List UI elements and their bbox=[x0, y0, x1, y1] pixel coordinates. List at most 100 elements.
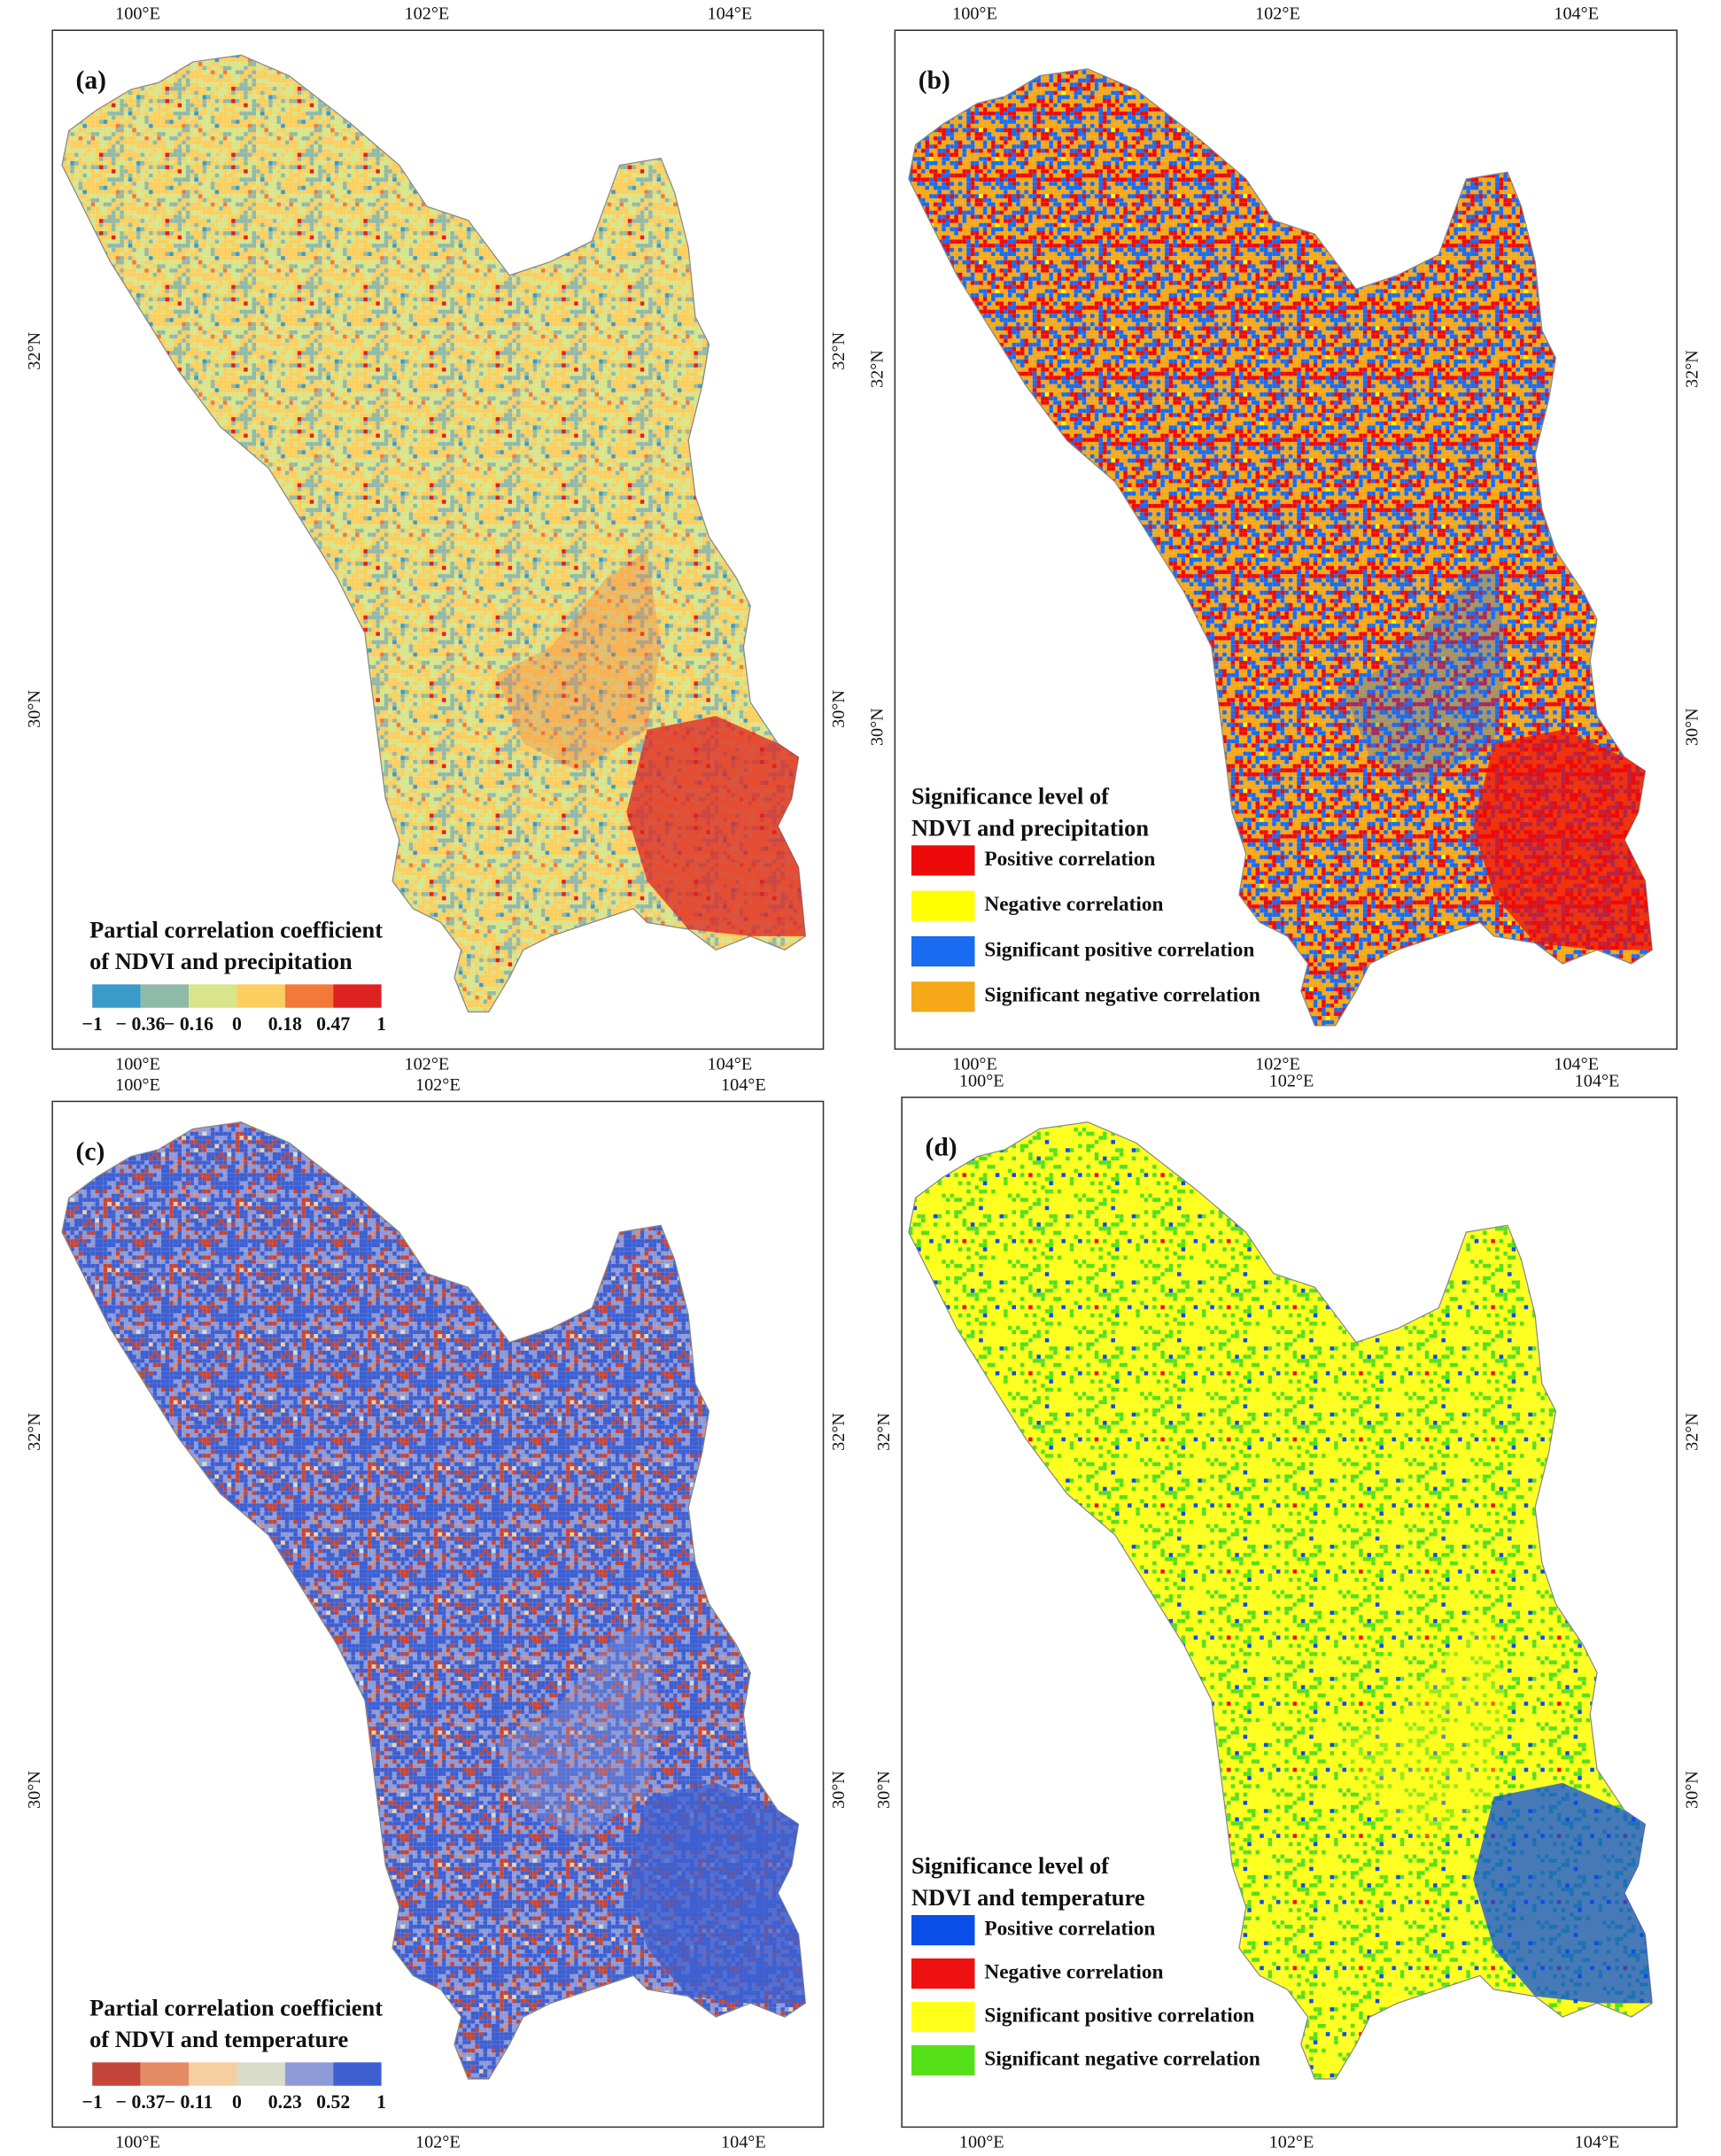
legend-title: Partial correlation coefficient bbox=[89, 916, 383, 942]
colorbar-label: − 0.11 bbox=[165, 2091, 213, 2113]
legend-title: Partial correlation coefficient bbox=[89, 1994, 383, 2020]
x-tick-label: 102°E bbox=[415, 1075, 461, 1095]
colorbar-label: 0.52 bbox=[316, 2091, 350, 2113]
x-tick-label: 102°E bbox=[1269, 2133, 1314, 2152]
x-tick-label: 104°E bbox=[1575, 1071, 1620, 1090]
y-tick-label: 30°N bbox=[874, 1771, 894, 1809]
x-tick-label: 100°E bbox=[115, 4, 160, 24]
x-tick-label: 102°E bbox=[405, 1055, 450, 1074]
y-tick-label: 32°N bbox=[829, 1413, 849, 1451]
x-tick-label: 104°E bbox=[707, 1055, 752, 1074]
legend-title: Significance level of bbox=[911, 1852, 1110, 1879]
legend-label: Significant negative correlation bbox=[984, 2047, 1260, 2070]
y-tick-label: 32°N bbox=[25, 332, 44, 370]
y-tick-label: 32°N bbox=[25, 1413, 44, 1451]
colorbar-label: 0 bbox=[232, 2091, 242, 2113]
x-tick-label: 102°E bbox=[415, 2133, 461, 2152]
y-tick-label: 32°N bbox=[874, 1413, 894, 1451]
legend-swatch bbox=[911, 935, 975, 967]
y-tick-label: 30°N bbox=[829, 690, 849, 728]
x-tick-label: 102°E bbox=[1255, 4, 1300, 24]
legend-swatch bbox=[911, 2001, 975, 2033]
x-tick-label: 104°E bbox=[1575, 2133, 1620, 2152]
x-tick-label: 100°E bbox=[952, 1055, 997, 1074]
region-hotspot bbox=[495, 1617, 662, 1838]
y-tick-label: 30°N bbox=[25, 690, 44, 728]
panel-label: (a) bbox=[76, 66, 106, 95]
y-tick-label: 30°N bbox=[1682, 708, 1702, 746]
legend-swatch bbox=[911, 890, 975, 921]
colorbar-bin bbox=[92, 2062, 141, 2086]
y-tick-label: 30°N bbox=[25, 1771, 44, 1809]
x-tick-label: 100°E bbox=[952, 4, 997, 24]
legend-title: NDVI and temperature bbox=[911, 1884, 1145, 1911]
x-tick-label: 104°E bbox=[1554, 4, 1599, 24]
x-tick-label: 104°E bbox=[721, 1075, 766, 1095]
x-tick-label: 100°E bbox=[959, 2133, 1004, 2152]
colorbar-bin bbox=[140, 984, 190, 1008]
x-tick-label: 104°E bbox=[721, 2133, 766, 2152]
colorbar-label: 0.23 bbox=[268, 2091, 302, 2113]
x-tick-label: 102°E bbox=[1269, 1071, 1314, 1090]
colorbar-bin bbox=[189, 2062, 237, 2086]
colorbar-label: − 0.36 bbox=[116, 1013, 166, 1035]
legend-title: NDVI and precipitation bbox=[911, 814, 1149, 841]
y-tick-label: 32°N bbox=[1682, 1413, 1702, 1451]
region-hotspot bbox=[626, 1782, 806, 2004]
panel-label: (c) bbox=[76, 1137, 105, 1166]
legend-label: Negative correlation bbox=[984, 1960, 1163, 1983]
colorbar-label: 0 bbox=[232, 1013, 242, 1035]
colorbar-label: 1 bbox=[376, 1013, 386, 1035]
legend-title: Significance level of bbox=[911, 783, 1110, 810]
x-tick-label: 100°E bbox=[115, 2133, 160, 2152]
x-tick-label: 100°E bbox=[115, 1075, 160, 1095]
colorbar-label: −1 bbox=[82, 2091, 103, 2113]
colorbar-label: 1 bbox=[376, 2091, 386, 2113]
colorbar-label: 0.18 bbox=[268, 1013, 302, 1035]
x-tick-label: 100°E bbox=[115, 1055, 160, 1074]
colorbar-label: − 0.37 bbox=[116, 2091, 166, 2113]
y-tick-label: 32°N bbox=[829, 332, 849, 370]
y-tick-label: 30°N bbox=[1682, 1771, 1702, 1809]
legend-label: Positive correlation bbox=[984, 1917, 1155, 1940]
colorbar-bin bbox=[140, 2062, 190, 2086]
legend-swatch bbox=[911, 845, 975, 876]
legend-label: Negative correlation bbox=[984, 893, 1163, 916]
legend-swatch bbox=[911, 1915, 975, 1946]
colorbar-bin bbox=[284, 2062, 334, 2086]
colorbar-bin bbox=[236, 984, 285, 1008]
region-hotspot bbox=[1473, 1782, 1653, 2004]
region-hotspot bbox=[1473, 729, 1653, 950]
panel-label: (d) bbox=[926, 1134, 957, 1162]
region-hotspot bbox=[1342, 1617, 1508, 1838]
colorbar-bin bbox=[333, 984, 382, 1008]
legend-label: Significant positive correlation bbox=[984, 938, 1254, 961]
x-tick-label: 102°E bbox=[1255, 1055, 1300, 1074]
y-tick-label: 30°N bbox=[867, 708, 887, 746]
y-tick-label: 32°N bbox=[1682, 350, 1702, 388]
x-tick-label: 104°E bbox=[707, 4, 752, 24]
colorbar-label: 0.47 bbox=[316, 1013, 350, 1035]
region-hotspot bbox=[626, 716, 806, 936]
region-hotspot bbox=[1342, 564, 1508, 785]
legend-swatch bbox=[911, 1958, 975, 1989]
legend-title: of NDVI and temperature bbox=[89, 2026, 348, 2052]
colorbar-label: − 0.16 bbox=[164, 1013, 213, 1035]
colorbar-bin bbox=[284, 984, 334, 1008]
colorbar-label: −1 bbox=[82, 1013, 103, 1035]
x-tick-label: 104°E bbox=[1554, 1055, 1599, 1074]
legend-label: Significant negative correlation bbox=[984, 984, 1260, 1007]
panel-label: (b) bbox=[919, 66, 950, 95]
x-tick-label: 102°E bbox=[405, 4, 450, 24]
legend-label: Significant positive correlation bbox=[984, 2004, 1254, 2027]
legend-swatch bbox=[911, 2044, 975, 2076]
colorbar-bin bbox=[189, 984, 237, 1008]
y-tick-label: 30°N bbox=[829, 1771, 849, 1809]
x-tick-label: 100°E bbox=[959, 1071, 1004, 1090]
region-hotspot bbox=[495, 550, 662, 772]
colorbar-bin bbox=[236, 2062, 285, 2086]
colorbar-bin bbox=[333, 2062, 382, 2086]
legend-title: of NDVI and precipitation bbox=[89, 948, 353, 974]
legend-label: Positive correlation bbox=[984, 848, 1155, 871]
